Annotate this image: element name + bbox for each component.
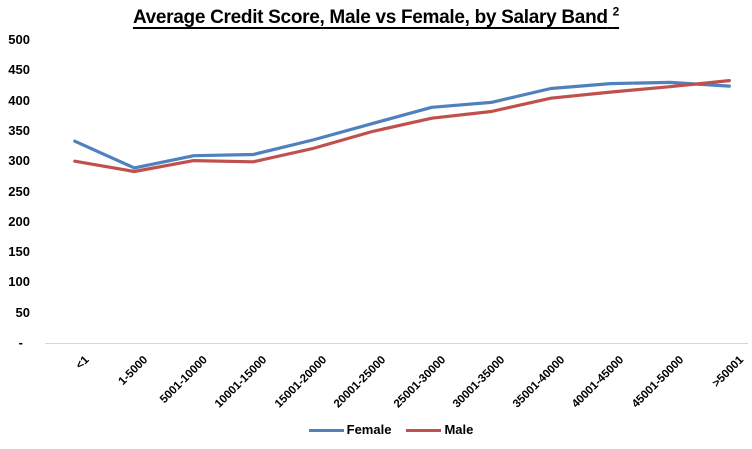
series-line-female [73,80,731,170]
y-axis-tick-label: 100 [8,274,30,290]
y-axis-tick-label: 350 [8,122,30,138]
chart-title-main: Average Credit Score, Male vs Female, by… [132,7,608,29]
legend: Female Male [30,421,752,439]
y-axis-tick-label: 400 [8,92,30,108]
legend-item-male: Male [406,421,473,439]
legend-swatch-male [406,428,442,432]
chart-title-text: Average Credit Score, Male vs Female, by… [132,5,620,29]
chart-title-superscript: 2 [612,5,620,19]
y-axis-tick-label: 200 [8,213,30,229]
legend-label: Female [346,422,392,437]
legend-item-female: Female [308,421,392,439]
y-axis-tick-label: 50 [15,304,30,320]
y-axis-tick-label: 250 [8,183,30,199]
x-axis-line [45,343,748,344]
chart-title: Average Credit Score, Male vs Female, by… [0,5,752,29]
y-axis-tick-label: 450 [8,62,30,78]
legend-swatch-female [308,428,344,432]
y-axis-tick-label: - [18,335,23,350]
y-axis-tick-label: 500 [8,32,30,47]
y-axis-tick-label: 150 [8,244,30,260]
legend-label: Male [444,422,474,437]
series-line-male [73,78,731,174]
y-axis-tick-label: 300 [8,153,30,169]
